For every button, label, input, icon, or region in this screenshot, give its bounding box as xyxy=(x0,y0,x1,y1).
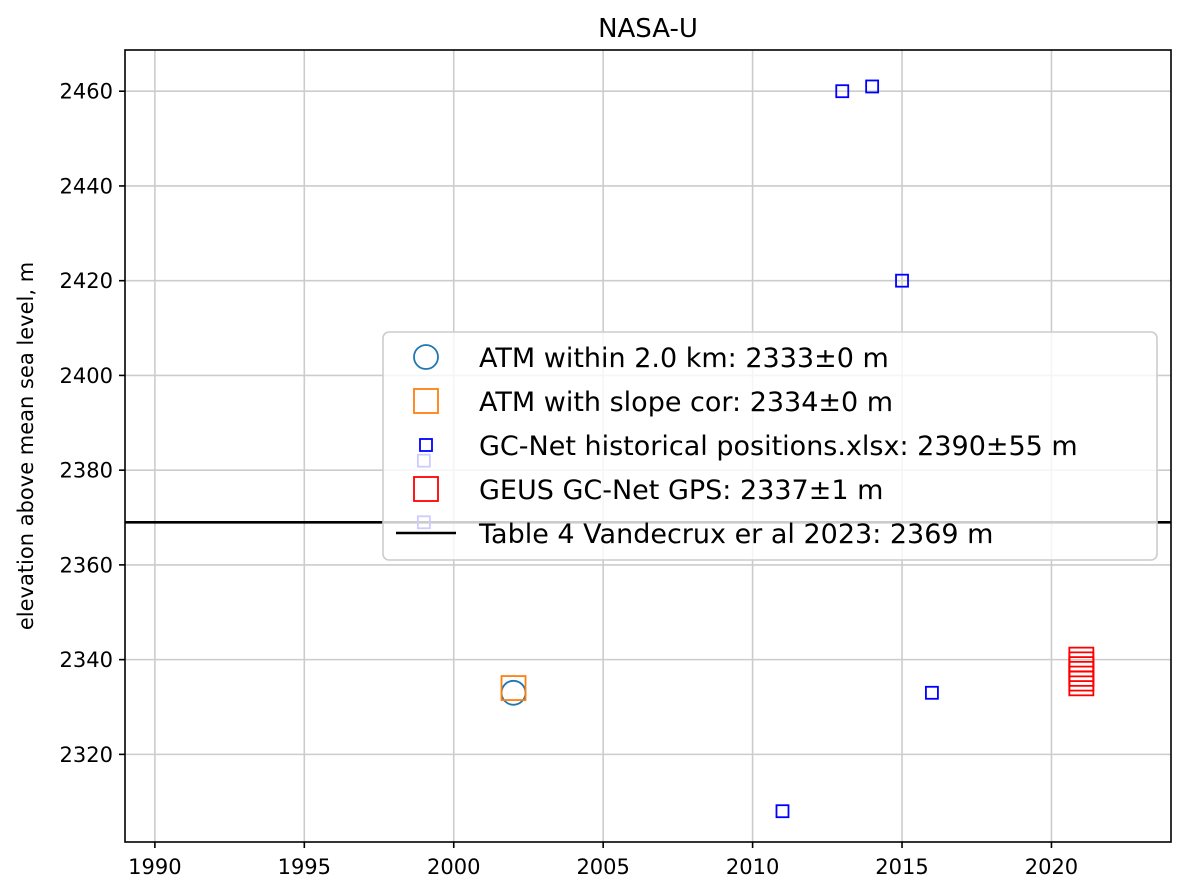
x-tick-label: 2010 xyxy=(726,855,779,879)
data-point xyxy=(895,273,909,288)
x-tick-label: 2000 xyxy=(427,855,480,879)
axis-ticks: 1990 1995 2000 2005 2010 2015 2020 2320 2340 2360… xyxy=(60,80,1079,879)
x-tick-label: 2015 xyxy=(875,855,928,879)
legend-label: GEUS GC-Net GPS: 2337±1 m xyxy=(479,475,883,506)
legend: ATM within 2.0 km: 2333±0 m ATM with slop… xyxy=(382,331,1158,561)
legend-label: Table 4 Vandecrux er al 2023: 2369 m xyxy=(478,519,993,550)
legend-marker xyxy=(413,388,439,414)
data-point xyxy=(925,685,939,700)
y-tick-label: 2380 xyxy=(60,459,113,483)
legend-marker xyxy=(413,344,439,370)
legend-box xyxy=(382,331,1158,561)
legend-marker xyxy=(419,438,433,452)
y-tick-label: 2340 xyxy=(60,648,113,672)
y-tick-label: 2360 xyxy=(60,553,113,577)
legend-label: ATM with slope cor: 2334±0 m xyxy=(479,387,893,418)
y-tick-label: 2320 xyxy=(60,743,113,767)
y-tick-label: 2440 xyxy=(60,174,113,198)
data-point xyxy=(835,84,850,99)
x-tick-label: 2020 xyxy=(1025,855,1078,879)
data-point xyxy=(1068,646,1095,673)
legend-label: ATM within 2.0 km: 2333±0 m xyxy=(479,343,889,374)
data-point xyxy=(775,804,790,819)
plot-frame xyxy=(124,49,1172,843)
y-tick-label: 2400 xyxy=(60,364,113,388)
y-tick-label: 2420 xyxy=(60,269,113,293)
legend-marker xyxy=(413,476,439,502)
y-tick-label: 2460 xyxy=(60,80,113,104)
x-tick-label: 1995 xyxy=(278,855,331,879)
data-point xyxy=(865,79,880,94)
x-tick-label: 1990 xyxy=(128,855,181,879)
legend-label: GC-Net historical positions.xlsx: 2390±5… xyxy=(479,431,1078,462)
y-axis-title: elevation above mean sea level, m xyxy=(14,262,38,630)
data-point xyxy=(500,675,527,701)
chart-title: NASA-U xyxy=(598,14,698,44)
x-tick-label: 2005 xyxy=(576,855,629,879)
